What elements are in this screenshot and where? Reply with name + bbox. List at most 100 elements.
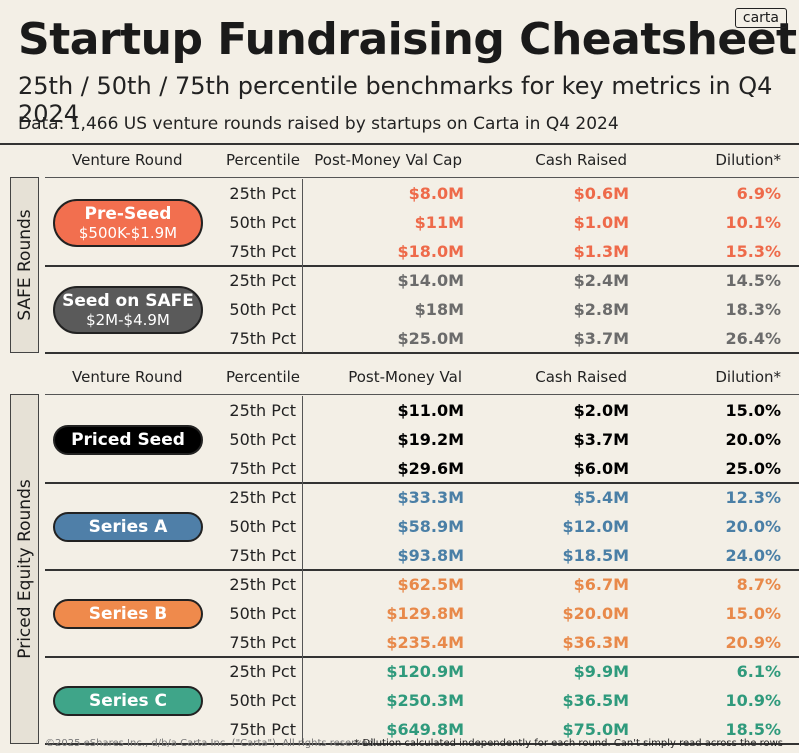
round-range: $2M-$4.9M	[86, 310, 170, 329]
group-divider	[45, 482, 799, 484]
percentile-label: 50th Pct	[229, 517, 296, 536]
dilution-value: 20.0%	[725, 430, 781, 449]
cash-raised-value: $5.4M	[573, 488, 629, 507]
post-money-value: $25.0M	[397, 329, 464, 348]
cash-raised-value: $9.9M	[573, 662, 629, 681]
percentile-label: 25th Pct	[229, 184, 296, 203]
post-money-value: $19.2M	[397, 430, 464, 449]
cash-raised-value: $36.3M	[562, 633, 629, 652]
round-name: Series A	[88, 516, 168, 537]
table-row: 50th Pct $58.9M $12.0M 20.0%	[45, 512, 799, 541]
priced-section-label-text: Priced Equity Rounds	[14, 479, 35, 659]
safe-header-percentile: Percentile	[226, 151, 301, 169]
table-row: 75th Pct $235.4M $36.3M 20.9%	[45, 628, 799, 657]
post-money-value: $18.0M	[397, 242, 464, 261]
percentile-label: 75th Pct	[229, 329, 296, 348]
round-name: Series B	[88, 603, 168, 624]
round-name: Pre-Seed	[84, 203, 172, 224]
post-money-value: $14.0M	[397, 271, 464, 290]
percentile-label: 25th Pct	[229, 662, 296, 681]
safe-column-separator	[302, 179, 303, 353]
dilution-footnote: * Dilution calculated independently for …	[354, 738, 783, 749]
dilution-value: 18.5%	[725, 720, 781, 739]
cash-raised-value: $3.7M	[573, 329, 629, 348]
percentile-label: 25th Pct	[229, 401, 296, 420]
dilution-value: 24.0%	[725, 546, 781, 565]
safe-header-venture-round: Venture Round	[72, 151, 183, 169]
percentile-label: 25th Pct	[229, 488, 296, 507]
cash-raised-value: $2.8M	[573, 300, 629, 319]
top-divider	[0, 143, 799, 145]
cash-raised-value: $0.6M	[573, 184, 629, 203]
group-divider	[45, 656, 799, 658]
round-name: Priced Seed	[71, 429, 185, 450]
percentile-label: 50th Pct	[229, 300, 296, 319]
dilution-value: 20.9%	[725, 633, 781, 652]
table-row: 75th Pct $29.6M $6.0M 25.0%	[45, 454, 799, 483]
dilution-value: 6.1%	[736, 662, 781, 681]
dilution-value: 25.0%	[725, 459, 781, 478]
table-row: 25th Pct $33.3M $5.4M 12.3%	[45, 483, 799, 512]
priced-header-percentile: Percentile	[226, 368, 301, 386]
copyright-note: ©2025 eShares Inc., d/b/a Carta Inc. ("C…	[45, 738, 377, 749]
dilution-value: 12.3%	[725, 488, 781, 507]
dilution-value: 8.7%	[736, 575, 781, 594]
safe-column-header: Venture Round Percentile Post-Money Val Ca…	[0, 147, 799, 173]
table-row: 75th Pct $649.8M $75.0M 18.5%	[45, 715, 799, 744]
cash-raised-value: $6.0M	[573, 459, 629, 478]
dilution-value: 10.9%	[725, 691, 781, 710]
post-money-value: $8.0M	[408, 184, 464, 203]
post-money-value: $33.3M	[397, 488, 464, 507]
cash-raised-value: $20.0M	[562, 604, 629, 623]
post-money-value: $29.6M	[397, 459, 464, 478]
table-row: 50th Pct $250.3M $36.5M 10.9%	[45, 686, 799, 715]
round-pill-series-a: Series A	[53, 511, 203, 542]
cash-raised-value: $2.4M	[573, 271, 629, 290]
dilution-value: 14.5%	[725, 271, 781, 290]
percentile-label: 75th Pct	[229, 242, 296, 261]
percentile-label: 75th Pct	[229, 459, 296, 478]
safe-header-cash-raised: Cash Raised	[535, 151, 627, 169]
percentile-label: 50th Pct	[229, 604, 296, 623]
priced-header-divider	[45, 394, 799, 395]
post-money-value: $62.5M	[397, 575, 464, 594]
safe-header-dilution: Dilution*	[715, 151, 781, 169]
data-source-note: Data: 1,466 US venture rounds raised by …	[18, 114, 619, 134]
percentile-label: 25th Pct	[229, 575, 296, 594]
table-row: 25th Pct $14.0M $2.4M 14.5%	[45, 266, 799, 295]
round-name: Series C	[88, 690, 168, 711]
percentile-label: 75th Pct	[229, 720, 296, 739]
percentile-label: 50th Pct	[229, 213, 296, 232]
priced-header-venture-round: Venture Round	[72, 368, 183, 386]
priced-column-separator	[302, 396, 303, 744]
percentile-label: 75th Pct	[229, 546, 296, 565]
post-money-value: $250.3M	[386, 691, 464, 710]
post-money-value: $120.9M	[386, 662, 464, 681]
table-row: 25th Pct $120.9M $9.9M 6.1%	[45, 657, 799, 686]
cash-raised-value: $3.7M	[573, 430, 629, 449]
table-row: 50th Pct $11M $1.0M 10.1%	[45, 208, 799, 237]
cash-raised-value: $75.0M	[562, 720, 629, 739]
post-money-value: $11M	[414, 213, 464, 232]
round-pill-series-c: Series C	[53, 685, 203, 716]
priced-section-label: Priced Equity Rounds	[10, 394, 39, 744]
group-divider	[45, 743, 799, 745]
table-row: 75th Pct $18.0M $1.3M 15.3%	[45, 237, 799, 266]
safe-header-divider	[45, 177, 799, 178]
dilution-value: 15.0%	[725, 401, 781, 420]
dilution-value: 15.3%	[725, 242, 781, 261]
cash-raised-value: $1.0M	[573, 213, 629, 232]
priced-header-dilution: Dilution*	[715, 368, 781, 386]
dilution-value: 10.1%	[725, 213, 781, 232]
table-row: 75th Pct $25.0M $3.7M 26.4%	[45, 324, 799, 353]
dilution-value: 26.4%	[725, 329, 781, 348]
post-money-value: $11.0M	[397, 401, 464, 420]
cash-raised-value: $6.7M	[573, 575, 629, 594]
dilution-value: 20.0%	[725, 517, 781, 536]
safe-section-label: SAFE Rounds	[10, 177, 39, 353]
cash-raised-value: $36.5M	[562, 691, 629, 710]
priced-header-post-money: Post-Money Val	[348, 368, 462, 386]
round-pill-priced-seed: Priced Seed	[53, 424, 203, 455]
dilution-value: 18.3%	[725, 300, 781, 319]
post-money-value: $58.9M	[397, 517, 464, 536]
